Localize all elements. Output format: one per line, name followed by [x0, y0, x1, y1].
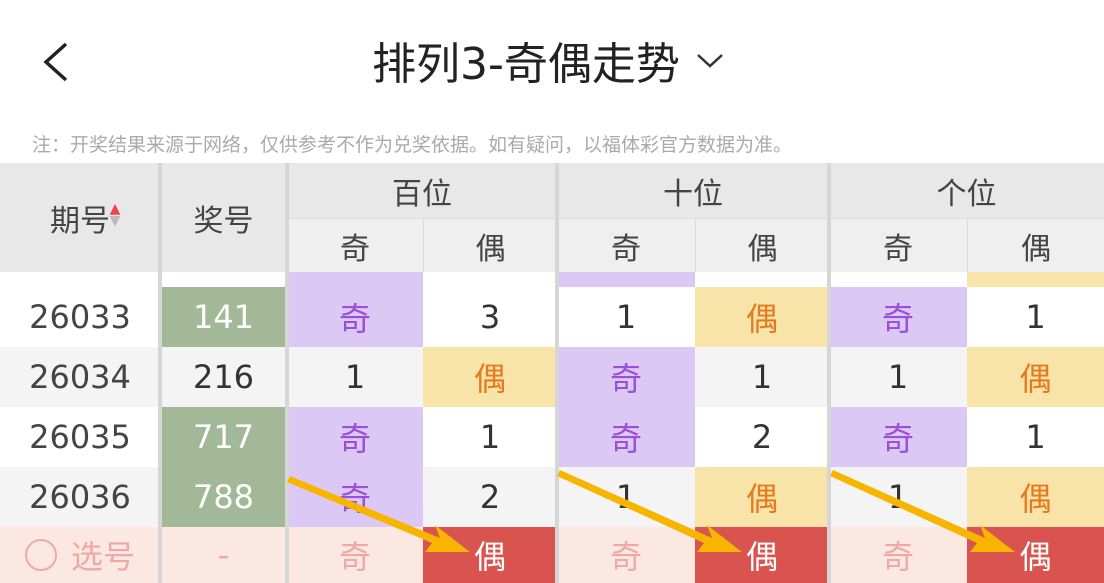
column-divider [827, 163, 831, 583]
trend-cell: 1 [887, 358, 909, 396]
prize-number: 141 [160, 287, 287, 347]
issue-number: 26035 [29, 418, 131, 456]
sort-icon: ▲ ▼ [109, 201, 121, 229]
trend-cell: 奇 [287, 467, 423, 527]
trend-cell: 偶 [695, 467, 829, 527]
note: 注：开奖结果来源于网络，仅供参考不作为兑奖依据。如有疑问，以福体彩官方数据为准。 [32, 133, 793, 156]
select-cell[interactable]: 偶 [967, 527, 1104, 583]
trend-cell: 1 [344, 358, 366, 396]
issue-number: 26033 [29, 298, 131, 336]
sub-header: 奇 [829, 218, 967, 272]
col-header: 个位 [936, 176, 997, 212]
col-header: 期号 [50, 203, 110, 239]
trend-cell: 1 [615, 478, 637, 516]
trend-cell: 偶 [967, 467, 1104, 527]
issue-number: 26036 [29, 478, 131, 516]
trend-cell: 偶 [695, 287, 829, 347]
select-cell[interactable]: 偶 [423, 527, 557, 583]
trend-cell: 1 [615, 298, 637, 336]
page-title[interactable]: 排列3-奇偶走势 [372, 39, 680, 90]
sub-header: 奇 [557, 218, 695, 272]
title-bar: 排列3-奇偶走势 [0, 25, 1104, 95]
trend-cell: 偶 [423, 347, 557, 407]
dropdown-icon[interactable] [692, 45, 732, 75]
select-button[interactable]: 选号 [0, 527, 160, 583]
select-cell[interactable]: 奇 [338, 538, 371, 576]
prize-number: 717 [160, 407, 287, 467]
trend-cell: 3 [479, 298, 501, 336]
sub-header: 奇 [287, 218, 423, 272]
trend-cell: 奇 [829, 407, 967, 467]
trend-cell: 奇 [287, 407, 423, 467]
col-header: 百位 [392, 176, 452, 212]
column-divider [158, 163, 162, 583]
trend-cell: 1 [479, 418, 501, 456]
trend-cell: 1 [887, 478, 909, 516]
trend-cell: 奇 [557, 347, 695, 407]
issue-number: 26034 [29, 358, 131, 396]
col-header: 奖号 [193, 203, 254, 239]
row-remnant [557, 272, 695, 287]
prize-number: 788 [160, 467, 287, 527]
back-button[interactable] [36, 38, 76, 86]
select-cell[interactable]: 奇 [609, 538, 642, 576]
trend-cell: 2 [479, 478, 501, 516]
select-cell[interactable]: 偶 [695, 527, 829, 583]
column-divider [285, 163, 289, 583]
select-cell[interactable]: - [217, 536, 230, 574]
sub-header: 偶 [695, 218, 829, 272]
trend-cell: 奇 [287, 287, 423, 347]
trend-cell: 1 [1025, 298, 1046, 336]
trend-cell: 1 [1025, 418, 1046, 456]
select-cell[interactable]: 奇 [881, 538, 914, 576]
trend-cell: 奇 [829, 287, 967, 347]
trend-cell: 偶 [967, 347, 1104, 407]
col-header: 十位 [663, 176, 723, 212]
row-remnant [287, 272, 423, 287]
sub-header: 偶 [423, 218, 557, 272]
trend-cell: 奇 [557, 407, 695, 467]
prize-number: 216 [192, 358, 255, 396]
row-remnant [967, 272, 1104, 287]
trend-cell: 2 [751, 418, 773, 456]
column-divider [555, 163, 559, 583]
trend-cell: 1 [751, 358, 773, 396]
sub-header: 偶 [967, 218, 1104, 272]
